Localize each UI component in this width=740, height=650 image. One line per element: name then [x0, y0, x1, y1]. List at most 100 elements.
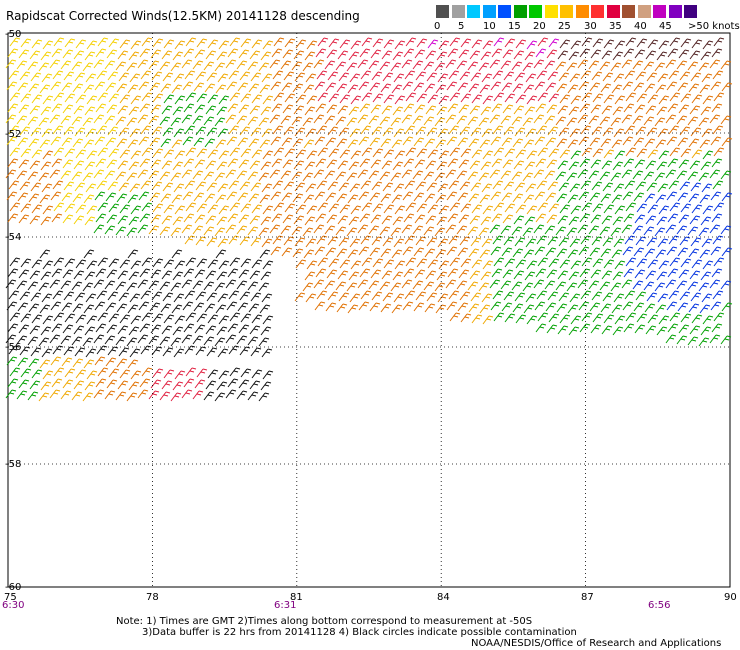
wind-barb: [381, 50, 393, 60]
wind-barb: [459, 126, 471, 136]
wind-barb: [577, 224, 589, 234]
wind-barb: [9, 37, 21, 47]
wind-barb: [204, 193, 216, 203]
wind-barb: [370, 104, 382, 114]
wind-barb: [492, 70, 504, 80]
wind-barb: [614, 315, 626, 325]
wind-barb: [217, 128, 229, 138]
wind-barb: [337, 270, 349, 280]
wind-barb: [303, 84, 315, 94]
wind-barb: [173, 73, 185, 83]
wind-barb: [371, 236, 383, 246]
wind-barb: [668, 125, 680, 135]
wind-barb: [16, 335, 28, 345]
wind-barb: [361, 147, 373, 157]
legend-label: 25: [558, 21, 571, 32]
wind-barb: [636, 203, 648, 213]
wind-barb: [669, 312, 681, 322]
wind-barb: [490, 81, 502, 91]
wind-barb: [18, 324, 30, 334]
wind-barb: [691, 94, 703, 104]
wind-barb: [658, 40, 670, 50]
wind-barb: [338, 237, 350, 247]
wind-barb: [690, 127, 702, 137]
wind-barb: [181, 279, 193, 289]
note-line-2: 3)Data buffer is 22 hrs from 20141128 4)…: [142, 627, 577, 638]
wind-barb: [578, 191, 590, 201]
wind-barb: [468, 248, 480, 258]
legend-swatch: [482, 5, 496, 18]
wind-barb: [83, 139, 95, 149]
wind-barb: [335, 281, 347, 291]
wind-barb: [667, 48, 679, 58]
wind-barb: [338, 72, 350, 82]
wind-barb: [16, 115, 28, 125]
wind-barb: [7, 378, 19, 388]
wind-barb: [51, 323, 63, 333]
wind-barb: [458, 49, 470, 59]
wind-barb: [589, 247, 601, 257]
wind-barb: [163, 369, 175, 379]
wind-barb: [9, 257, 21, 267]
wind-barb: [676, 225, 688, 235]
wind-barb: [216, 326, 228, 336]
wind-barb: [412, 170, 424, 180]
wind-barb: [138, 301, 150, 311]
wind-barb: [371, 291, 383, 301]
wind-barb: [195, 181, 207, 191]
wind-barb: [471, 259, 483, 269]
wind-barb: [174, 95, 186, 105]
wind-barb: [426, 72, 438, 82]
lon-label: 84: [437, 592, 450, 603]
wind-barb: [380, 83, 392, 93]
wind-barb: [305, 128, 317, 138]
wind-barb: [181, 224, 193, 234]
wind-barb: [306, 260, 318, 270]
wind-barb: [181, 59, 193, 69]
wind-barb: [424, 138, 436, 148]
wind-barb: [413, 302, 425, 312]
wind-barb: [401, 169, 413, 179]
wind-barb: [414, 49, 426, 59]
wind-barb: [533, 59, 545, 69]
wind-barb: [63, 346, 75, 356]
wind-barb: [481, 73, 493, 83]
wind-barb: [625, 312, 637, 322]
wind-barb: [229, 92, 241, 102]
wind-barb: [700, 216, 712, 226]
wind-barb: [557, 50, 569, 60]
wind-barb: [294, 182, 306, 192]
wind-barb: [525, 293, 537, 303]
legend-label: 30: [584, 21, 597, 32]
wind-barb: [369, 137, 381, 147]
wind-barb: [19, 126, 31, 136]
wind-barb: [128, 216, 140, 226]
wind-barb: [5, 59, 17, 69]
wind-barb: [251, 314, 263, 324]
wind-barb: [217, 238, 229, 248]
wind-barb: [656, 51, 668, 61]
wind-barb: [205, 325, 217, 335]
wind-barb: [712, 180, 724, 190]
wind-barb: [412, 60, 424, 70]
wind-barb: [457, 247, 469, 257]
wind-barb: [436, 161, 448, 171]
wind-barb: [40, 216, 52, 226]
wind-barb: [82, 392, 94, 402]
wind-barb: [60, 280, 72, 290]
wind-barb: [578, 136, 590, 146]
wind-barb: [503, 236, 515, 246]
wind-barb: [270, 136, 282, 146]
wind-barb: [251, 369, 263, 379]
wind-barb: [107, 291, 119, 301]
wind-barb: [478, 62, 490, 72]
wind-barb: [328, 38, 340, 48]
wind-barb: [105, 192, 117, 202]
wind-barb: [185, 37, 197, 47]
wind-barb: [437, 293, 449, 303]
wind-barb: [193, 192, 205, 202]
wind-barb: [339, 149, 351, 159]
wind-barb: [469, 270, 481, 280]
wind-barb: [137, 169, 149, 179]
wind-barb: [402, 81, 414, 91]
